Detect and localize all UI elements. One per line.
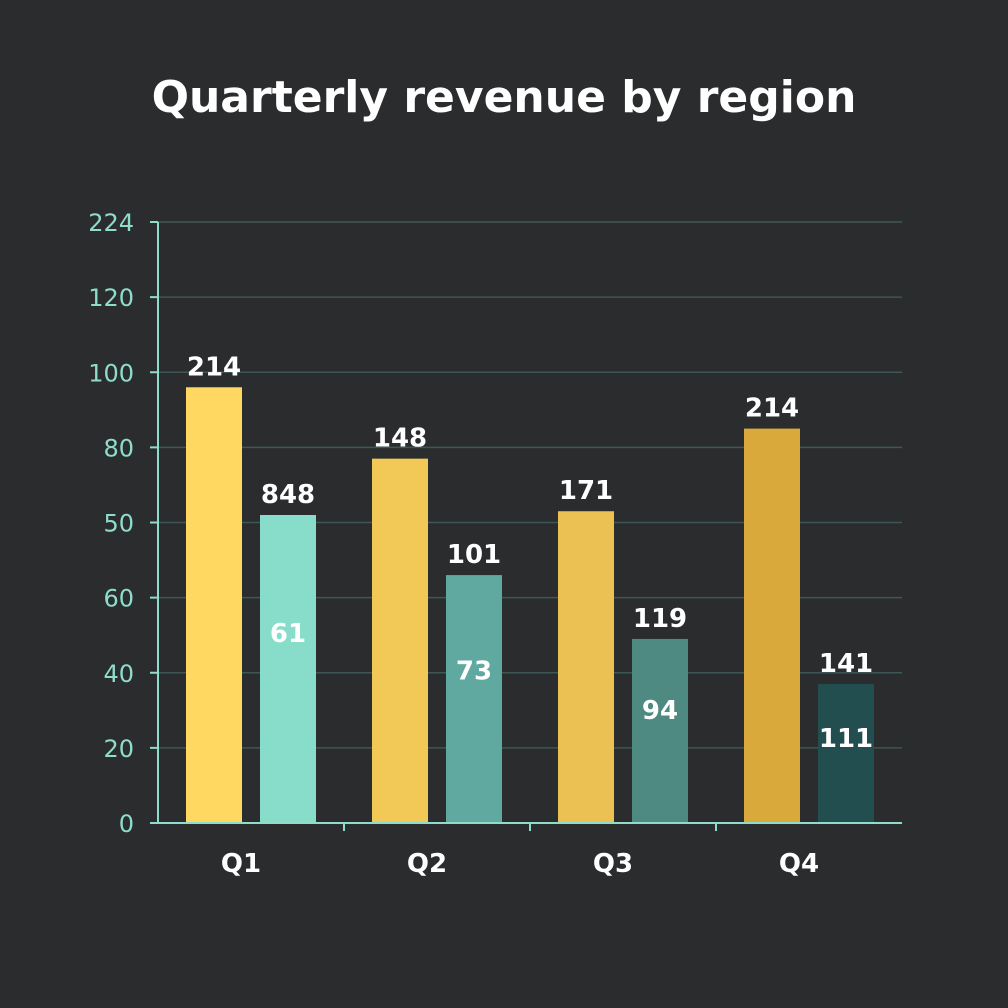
x-category-label: Q3 [593, 849, 633, 879]
y-tick-label: 100 [88, 359, 134, 387]
bar-q2-series-1 [372, 458, 428, 823]
bar-q2-series-2 [446, 575, 502, 823]
bar-q3-series-1 [558, 511, 614, 823]
y-tick-label: 224 [88, 209, 134, 237]
y-tick-label: 40 [103, 660, 134, 688]
x-category-label: Q1 [221, 849, 261, 879]
bar-top-value-label: 171 [559, 476, 613, 506]
bars [186, 387, 874, 823]
y-tick-labels: 0 20 40 60 50 80 100 120 224 [88, 209, 134, 838]
x-category-labels: Q1 Q2 Q3 Q4 [221, 849, 819, 879]
y-tick-label: 120 [88, 284, 134, 312]
bar-q1-series-2 [260, 514, 316, 823]
y-tick-label: 50 [103, 510, 134, 538]
bar-top-value-label: 119 [633, 604, 687, 634]
bar-inner-value-label: 61 [270, 619, 306, 649]
bar-top-value-label: 101 [447, 540, 501, 570]
x-category-label: Q4 [779, 849, 819, 879]
bar-q4-series-2 [818, 684, 874, 823]
y-tick-label: 80 [103, 434, 134, 462]
bar-top-value-label: 148 [373, 424, 427, 454]
bar-top-value-label: 848 [261, 480, 315, 510]
bar-inner-value-label: 111 [819, 724, 873, 754]
value-labels: 214 848 61 148 101 73 171 119 94 214 141 111 [187, 352, 873, 754]
y-tick-label: 20 [103, 735, 134, 763]
bar-top-value-label: 214 [187, 352, 241, 382]
bar-inner-value-label: 73 [456, 656, 492, 686]
x-category-label: Q2 [407, 849, 447, 879]
bar-top-value-label: 214 [745, 394, 799, 424]
bar-q1-series-1 [186, 387, 242, 823]
bar-q3-series-2 [632, 638, 688, 823]
bar-q4-series-1 [744, 428, 800, 823]
y-tick-label: 60 [103, 585, 134, 613]
y-tick-label: 0 [119, 810, 134, 838]
chart-title: Quarterly revenue by region [152, 72, 857, 123]
bar-top-value-label: 141 [819, 649, 873, 679]
bar-inner-value-label: 94 [642, 696, 678, 726]
axes [157, 222, 902, 831]
